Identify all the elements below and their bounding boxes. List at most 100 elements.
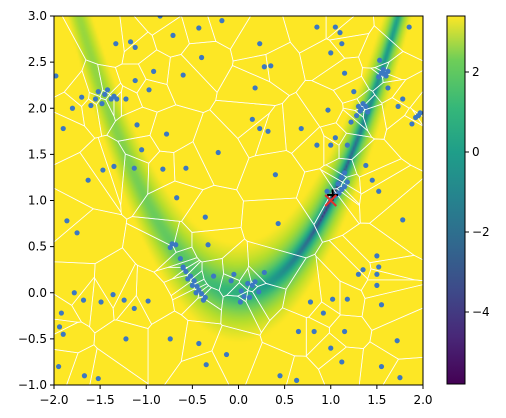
sample-point bbox=[341, 70, 348, 76]
sample-point bbox=[110, 292, 116, 298]
sample-point bbox=[167, 244, 173, 251]
sample-point bbox=[104, 87, 111, 93]
x-tick-label: 0.5 bbox=[275, 393, 294, 407]
sample-point bbox=[252, 279, 258, 285]
sample-point bbox=[378, 302, 385, 308]
sample-point bbox=[74, 230, 80, 236]
y-tick-label: −1.0 bbox=[18, 378, 47, 392]
sample-point bbox=[314, 24, 320, 30]
sample-points bbox=[54, 16, 423, 383]
sample-point bbox=[173, 242, 179, 248]
sample-point bbox=[245, 280, 251, 287]
sample-point bbox=[376, 264, 382, 270]
sample-point bbox=[380, 66, 386, 73]
sample-point bbox=[365, 109, 371, 115]
sample-point bbox=[246, 294, 253, 300]
sample-point bbox=[113, 41, 119, 47]
sample-point bbox=[203, 362, 209, 368]
x-tick-label: −1.0 bbox=[132, 393, 161, 407]
voronoi-cell bbox=[282, 91, 321, 154]
sample-point bbox=[332, 24, 338, 30]
x-marker bbox=[324, 194, 337, 207]
x-tick-label: 0.0 bbox=[229, 393, 248, 407]
sample-point bbox=[56, 324, 63, 330]
sample-point bbox=[400, 96, 406, 102]
sample-point bbox=[272, 172, 278, 178]
sample-point bbox=[200, 297, 207, 303]
sample-point bbox=[177, 256, 183, 262]
sample-point bbox=[353, 113, 360, 119]
sample-point bbox=[374, 271, 380, 277]
colorbar-tick-label: 0 bbox=[472, 145, 480, 159]
sample-point bbox=[335, 181, 341, 187]
voronoi-cell bbox=[285, 355, 326, 385]
sample-point bbox=[325, 107, 331, 113]
y-tick-label: 2.5 bbox=[28, 55, 47, 69]
sample-point bbox=[71, 290, 77, 296]
sample-point bbox=[193, 290, 199, 296]
voronoi-cell bbox=[295, 168, 334, 226]
heatmap-field bbox=[54, 16, 423, 385]
voronoi-cell bbox=[340, 181, 362, 206]
voronoi-cell bbox=[373, 16, 423, 62]
voronoi-cell bbox=[382, 356, 423, 385]
sample-point bbox=[332, 135, 338, 141]
voronoi-cell bbox=[358, 25, 404, 69]
sample-point bbox=[341, 170, 348, 176]
sample-point bbox=[199, 54, 205, 61]
sample-point bbox=[58, 310, 64, 316]
y-tick-label: 0.5 bbox=[28, 240, 47, 254]
sample-point bbox=[56, 363, 62, 370]
sample-point bbox=[238, 288, 244, 294]
sample-point bbox=[377, 57, 383, 63]
y-tick-label: −0.5 bbox=[18, 332, 47, 346]
sample-point bbox=[131, 305, 137, 312]
sample-point bbox=[215, 149, 221, 156]
sample-point bbox=[385, 85, 391, 91]
sample-point bbox=[406, 24, 412, 30]
sample-point bbox=[167, 336, 173, 342]
sample-point bbox=[397, 375, 403, 381]
sample-point bbox=[324, 188, 330, 194]
optimum-markers bbox=[324, 189, 339, 207]
sample-point bbox=[183, 268, 189, 275]
sample-point bbox=[196, 25, 202, 31]
sample-point bbox=[146, 87, 152, 93]
sample-point bbox=[363, 103, 369, 110]
sample-point bbox=[111, 163, 117, 169]
sample-point bbox=[92, 96, 99, 102]
sample-point bbox=[311, 328, 317, 335]
sample-point bbox=[295, 328, 302, 335]
y-tick-label: 0.0 bbox=[28, 286, 47, 300]
plot-area bbox=[53, 15, 424, 386]
sample-point bbox=[395, 103, 401, 110]
x-tick-label: 1.0 bbox=[321, 393, 340, 407]
sample-point bbox=[183, 165, 189, 171]
colorbar-tick-label: 2 bbox=[472, 65, 480, 79]
voronoi-cell bbox=[342, 107, 369, 133]
sample-point bbox=[139, 147, 145, 153]
x-tick-label: 2.0 bbox=[413, 393, 432, 407]
colorbar-tick-label: −4 bbox=[472, 305, 490, 319]
sample-point bbox=[81, 373, 88, 379]
sample-point bbox=[131, 165, 137, 171]
sample-point bbox=[249, 282, 255, 288]
sample-point bbox=[196, 340, 202, 347]
sample-point bbox=[351, 89, 357, 95]
sample-point bbox=[102, 91, 108, 98]
sample-point bbox=[223, 351, 230, 358]
sample-point bbox=[69, 105, 76, 111]
sample-point bbox=[374, 253, 380, 259]
sample-point bbox=[98, 299, 104, 305]
sample-point bbox=[409, 121, 415, 127]
sample-point bbox=[191, 278, 197, 284]
sample-point bbox=[344, 179, 350, 185]
sample-point bbox=[344, 296, 350, 302]
x-tick-label: −0.5 bbox=[178, 393, 207, 407]
sample-point bbox=[415, 113, 421, 119]
y-tick-label: 1.0 bbox=[28, 194, 47, 208]
sample-point bbox=[151, 68, 157, 74]
voronoi-cell bbox=[238, 267, 252, 291]
sample-point bbox=[341, 328, 348, 335]
